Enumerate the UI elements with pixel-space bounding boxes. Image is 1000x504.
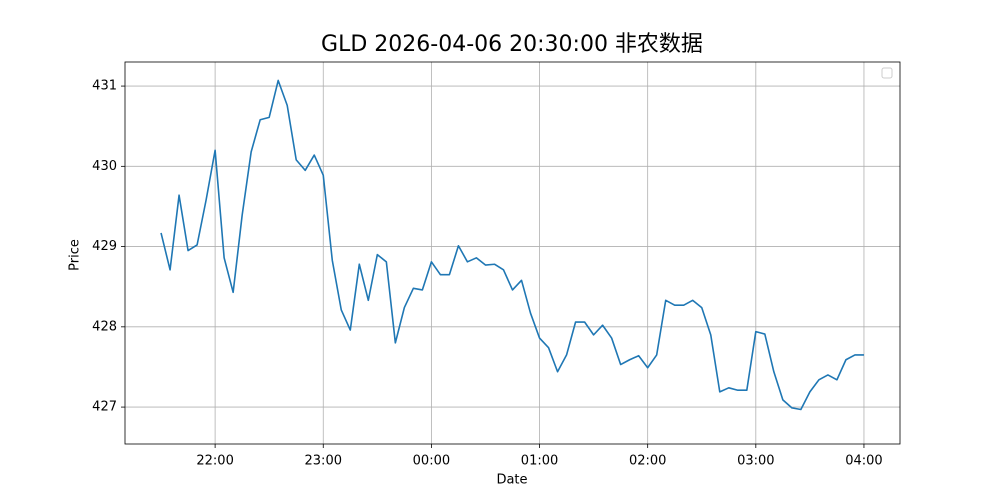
- x-tick-label: 03:00: [737, 454, 774, 469]
- x-axis-label: Date: [496, 473, 527, 488]
- plot-frame: [124, 61, 901, 445]
- price-line: [160, 79, 864, 411]
- x-tick-label: 04:00: [845, 454, 882, 469]
- y-tick-label: 430: [92, 159, 117, 174]
- x-tick-label: 02:00: [629, 454, 666, 469]
- x-tick-label: 23:00: [305, 454, 342, 469]
- legend-box: [881, 67, 893, 79]
- y-axis-label: Price: [68, 239, 83, 271]
- y-tick-label: 428: [92, 319, 117, 334]
- y-tick-label: 427: [92, 400, 117, 415]
- x-tick-label: 01:00: [521, 454, 558, 469]
- y-tick-label: 431: [92, 79, 117, 94]
- y-tick-label: 429: [92, 239, 117, 254]
- x-tick-label: 00:00: [413, 454, 450, 469]
- chart-title: GLD 2026-04-06 20:30:00 非农数据: [321, 32, 703, 57]
- x-tick-label: 22:00: [196, 454, 233, 469]
